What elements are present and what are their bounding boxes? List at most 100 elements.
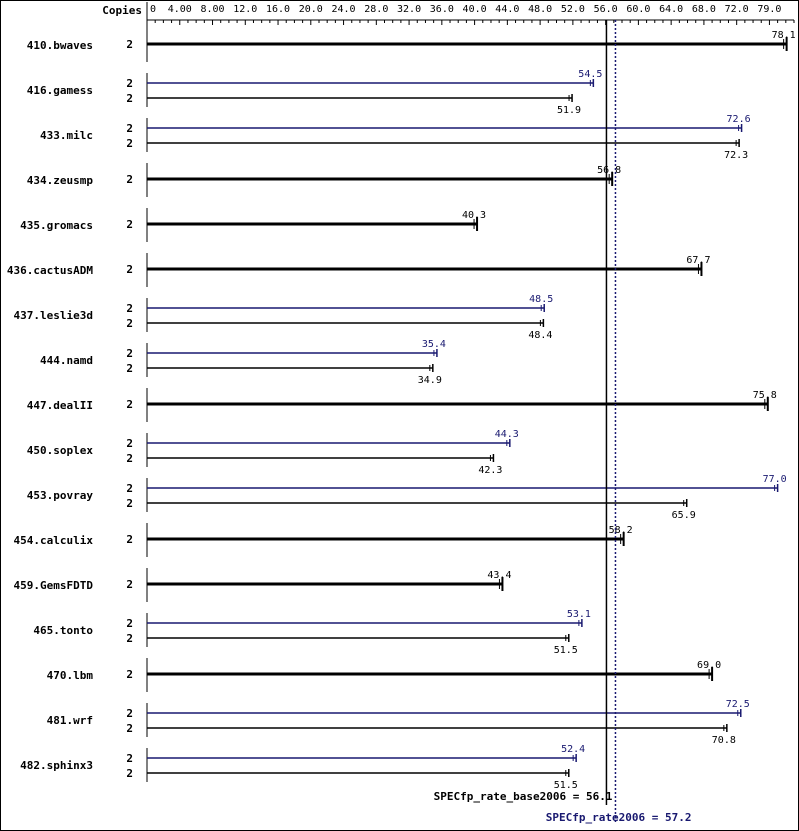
peak-value-label: 48.5 xyxy=(529,294,553,305)
benchmark-row: 454.calculix 58.2 2 xyxy=(14,523,633,557)
benchmark-name: 470.lbm xyxy=(47,669,94,682)
base-copies: 2 xyxy=(126,452,133,465)
base-copies: 2 xyxy=(126,767,133,780)
peak-copies: 2 xyxy=(126,347,133,360)
base-copies: 2 xyxy=(126,722,133,735)
base-copies: 2 xyxy=(126,38,133,51)
benchmark-name: 416.gamess xyxy=(27,84,93,97)
x-tick-label: 72.0 xyxy=(725,4,749,15)
copies-header: Copies xyxy=(102,4,142,17)
base-value-label: 51.5 xyxy=(554,780,578,791)
base-value-label: 70.8 xyxy=(712,735,736,746)
base-copies: 2 xyxy=(126,137,133,150)
benchmark-rows: 410.bwaves 78.1 2 416.gamess 54.5 2 51.9 2 433.m… xyxy=(7,28,796,791)
base-copies: 2 xyxy=(126,632,133,645)
benchmark-row: 434.zeusmp 56.8 2 xyxy=(27,163,621,197)
benchmark-name: 444.namd xyxy=(40,354,93,367)
peak-value-label: 52.4 xyxy=(561,744,585,755)
benchmark-row: 447.dealII 75.8 2 xyxy=(27,388,777,422)
peak-value-label: 54.5 xyxy=(578,69,602,80)
peak-value-label: 72.6 xyxy=(727,114,751,125)
peak-value-label: 44.3 xyxy=(495,429,519,440)
base-copies: 2 xyxy=(126,317,133,330)
benchmark-name: 433.milc xyxy=(40,129,93,142)
x-tick-label: 0 xyxy=(150,4,156,15)
base-value-label: 72.3 xyxy=(724,150,748,161)
base-copies: 2 xyxy=(126,578,133,591)
x-tick-label: 36.0 xyxy=(430,4,454,15)
peak-value-label: 53.1 xyxy=(567,609,591,620)
benchmark-name: 410.bwaves xyxy=(27,39,93,52)
benchmark-row: 437.leslie3d 48.5 2 48.4 2 xyxy=(14,294,554,341)
x-tick-label: 24.0 xyxy=(332,4,356,15)
base-value-label: 51.9 xyxy=(557,105,581,116)
peak-copies: 2 xyxy=(126,437,133,450)
peak-copies: 2 xyxy=(126,752,133,765)
base-copies: 2 xyxy=(126,533,133,546)
base-copies: 2 xyxy=(126,173,133,186)
benchmark-row: 459.GemsFDTD 43.4 2 xyxy=(14,568,511,602)
peak-copies: 2 xyxy=(126,77,133,90)
base-value-label: 40.3 xyxy=(462,210,486,221)
x-tick-label: 40.0 xyxy=(463,4,487,15)
base-copies: 2 xyxy=(126,668,133,681)
base-value-label: 34.9 xyxy=(418,375,442,386)
x-tick-label: 48.0 xyxy=(528,4,552,15)
benchmark-name: 453.povray xyxy=(27,489,94,502)
x-tick-label: 44.0 xyxy=(495,4,519,15)
benchmark-name: 465.tonto xyxy=(33,624,93,637)
peak-value-label: 35.4 xyxy=(422,339,446,350)
base-value-label: 43.4 xyxy=(487,570,511,581)
base-value-label: 51.5 xyxy=(554,645,578,656)
peak-summary-label: SPECfp_rate2006 = 57.2 xyxy=(546,811,692,824)
x-tick-label: 68.0 xyxy=(692,4,716,15)
benchmark-row: 450.soplex 44.3 2 42.3 2 xyxy=(27,429,519,476)
base-value-label: 42.3 xyxy=(478,465,502,476)
base-value-label: 58.2 xyxy=(609,525,633,536)
x-axis: 0 4.00 8.00 12.0 16.0 20.0 24.0 28.0 32.0 36.0 40.… xyxy=(146,2,795,28)
benchmark-row: 465.tonto 53.1 2 51.5 2 xyxy=(33,609,591,656)
base-copies: 2 xyxy=(126,497,133,510)
benchmark-name: 459.GemsFDTD xyxy=(14,579,94,592)
base-value-label: 48.4 xyxy=(528,330,552,341)
base-value-label: 78.1 xyxy=(772,30,796,41)
benchmark-name: 454.calculix xyxy=(14,534,94,547)
peak-copies: 2 xyxy=(126,482,133,495)
base-summary-label: SPECfp_rate_base2006 = 56.1 xyxy=(434,790,613,803)
x-tick-label: 52.0 xyxy=(561,4,585,15)
base-copies: 2 xyxy=(126,263,133,276)
x-tick-label: 56.0 xyxy=(594,4,618,15)
peak-copies: 2 xyxy=(126,707,133,720)
benchmark-name: 435.gromacs xyxy=(20,219,93,232)
x-tick-label: 12.0 xyxy=(233,4,257,15)
benchmark-row: 453.povray 77.0 2 65.9 2 xyxy=(27,474,787,521)
base-copies: 2 xyxy=(126,92,133,105)
x-tick-label: 64.0 xyxy=(659,4,683,15)
x-tick-label: 4.00 xyxy=(168,4,192,15)
benchmark-name: 434.zeusmp xyxy=(27,174,94,187)
benchmark-row: 444.namd 35.4 2 34.9 2 xyxy=(40,339,446,386)
benchmark-row: 470.lbm 69.0 2 xyxy=(47,658,721,692)
benchmark-name: 450.soplex xyxy=(27,444,94,457)
base-value-label: 75.8 xyxy=(753,390,777,401)
benchmark-row: 481.wrf 72.5 2 70.8 2 xyxy=(47,699,750,746)
x-tick-label: 32.0 xyxy=(397,4,421,15)
summary-lines: SPECfp_rate_base2006 = 56.1 SPECfp_rate20… xyxy=(434,20,692,824)
benchmark-row: 410.bwaves 78.1 2 xyxy=(27,28,796,62)
base-copies: 2 xyxy=(126,362,133,375)
peak-value-label: 72.5 xyxy=(726,699,750,710)
x-tick-label: 20.0 xyxy=(299,4,323,15)
x-tick-label: 16.0 xyxy=(266,4,290,15)
x-tick-label: 60.0 xyxy=(626,4,650,15)
peak-copies: 2 xyxy=(126,302,133,315)
x-tick-label: 79.0 xyxy=(757,4,781,15)
x-tick-label: 8.00 xyxy=(200,4,224,15)
base-value-label: 65.9 xyxy=(672,510,696,521)
benchmark-name: 436.cactusADM xyxy=(7,264,93,277)
base-value-label: 69.0 xyxy=(697,660,721,671)
benchmark-name: 482.sphinx3 xyxy=(20,759,93,772)
base-value-label: 67.7 xyxy=(686,255,710,266)
peak-copies: 2 xyxy=(126,617,133,630)
